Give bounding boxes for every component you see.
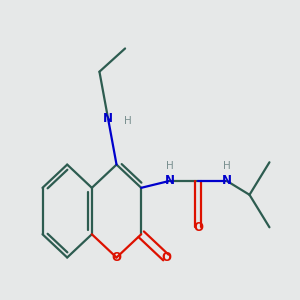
Text: H: H <box>124 116 131 126</box>
Text: N: N <box>103 112 113 124</box>
Text: N: N <box>222 174 232 188</box>
Text: H: H <box>166 161 174 171</box>
Text: O: O <box>112 251 122 264</box>
Text: H: H <box>223 161 231 171</box>
Text: N: N <box>165 174 175 188</box>
Text: O: O <box>193 221 203 234</box>
Text: O: O <box>161 251 171 264</box>
